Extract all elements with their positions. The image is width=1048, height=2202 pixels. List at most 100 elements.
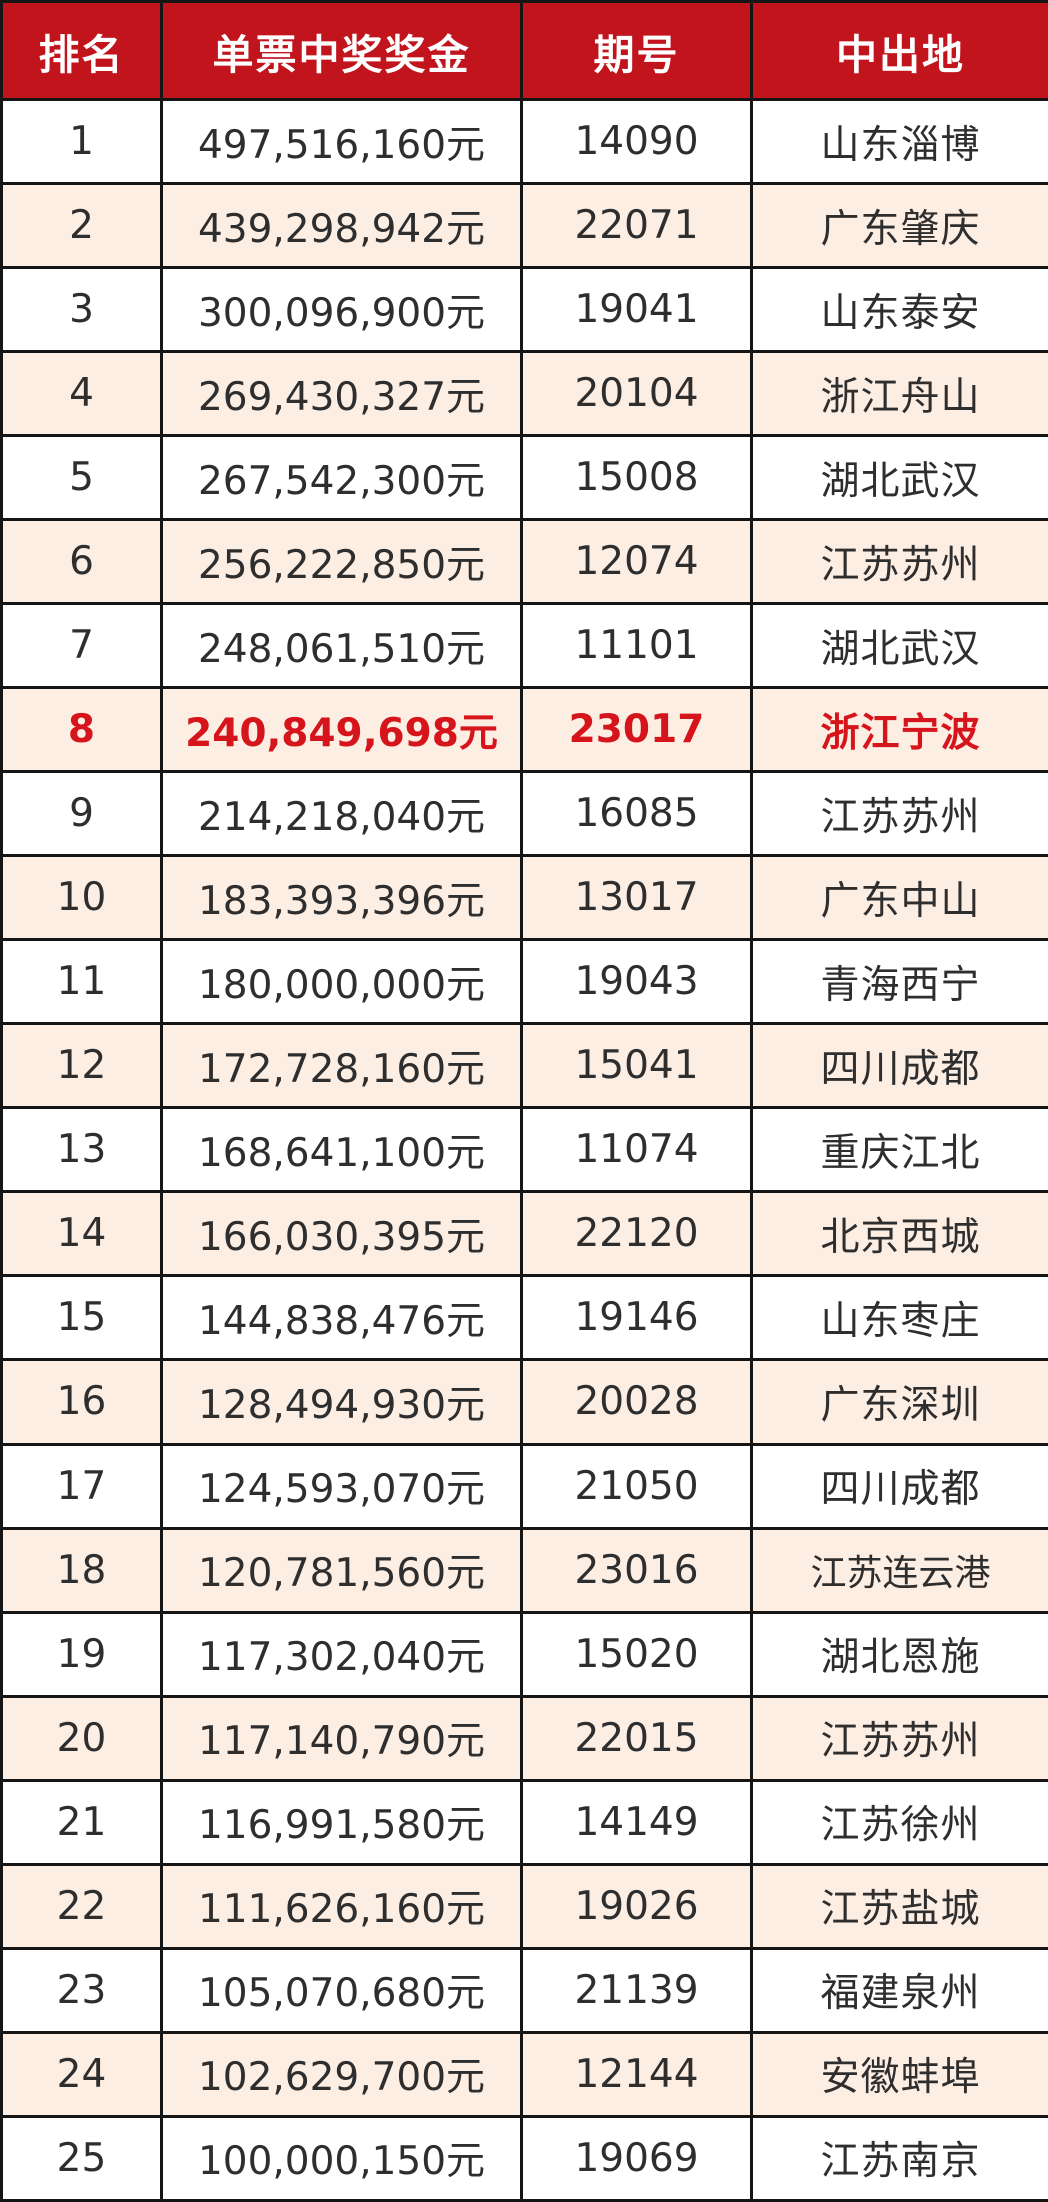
header-row: 排名 单票中奖奖金 期号 中出地 (0, 0, 1048, 101)
cell-prize: 214,218,040元 (160, 770, 523, 858)
cell-prize: 117,302,040元 (160, 1610, 523, 1698)
cell-prize: 105,070,680元 (160, 1946, 523, 2034)
table-row: 14 166,030,395元 22120 北京西城 (0, 1190, 1048, 1278)
cell-location: 江苏苏州 (750, 1694, 1048, 1782)
cell-rank: 19 (0, 1610, 163, 1698)
header-rank: 排名 (0, 0, 163, 101)
cell-prize: 180,000,000元 (160, 938, 523, 1026)
cell-issue: 12144 (520, 2030, 753, 2118)
table-row: 20 117,140,790元 22015 江苏苏州 (0, 1694, 1048, 1782)
cell-issue: 20104 (520, 350, 753, 438)
cell-rank: 3 (0, 266, 163, 354)
cell-rank: 25 (0, 2114, 163, 2202)
cell-issue: 11101 (520, 602, 753, 690)
cell-location: 安徽蚌埠 (750, 2030, 1048, 2118)
cell-rank: 20 (0, 1694, 163, 1782)
cell-location: 广东肇庆 (750, 182, 1048, 270)
cell-prize: 111,626,160元 (160, 1862, 523, 1950)
table-row: 12 172,728,160元 15041 四川成都 (0, 1022, 1048, 1110)
cell-issue: 23017 (520, 686, 753, 774)
cell-issue: 12074 (520, 518, 753, 606)
cell-prize: 240,849,698元 (160, 686, 523, 774)
cell-rank: 18 (0, 1526, 163, 1614)
cell-rank: 9 (0, 770, 163, 858)
cell-location: 山东枣庄 (750, 1274, 1048, 1362)
cell-prize: 144,838,476元 (160, 1274, 523, 1362)
cell-location: 四川成都 (750, 1022, 1048, 1110)
cell-rank: 6 (0, 518, 163, 606)
cell-location: 江苏苏州 (750, 770, 1048, 858)
table-header: 排名 单票中奖奖金 期号 中出地 (0, 0, 1048, 101)
cell-location: 山东淄博 (750, 97, 1048, 186)
table-row: 24 102,629,700元 12144 安徽蚌埠 (0, 2030, 1048, 2118)
cell-location: 浙江宁波 (750, 686, 1048, 774)
cell-rank: 17 (0, 1442, 163, 1530)
cell-rank: 1 (0, 97, 163, 186)
cell-prize: 269,430,327元 (160, 350, 523, 438)
cell-prize: 102,629,700元 (160, 2030, 523, 2118)
cell-issue: 20028 (520, 1358, 753, 1446)
cell-location: 北京西城 (750, 1190, 1048, 1278)
cell-issue: 15020 (520, 1610, 753, 1698)
cell-prize: 120,781,560元 (160, 1526, 523, 1614)
cell-prize: 256,222,850元 (160, 518, 523, 606)
cell-rank: 10 (0, 854, 163, 942)
table-row: 21 116,991,580元 14149 江苏徐州 (0, 1778, 1048, 1866)
header-issue: 期号 (520, 0, 753, 101)
cell-issue: 19043 (520, 938, 753, 1026)
cell-rank: 21 (0, 1778, 163, 1866)
table-row: 2 439,298,942元 22071 广东肇庆 (0, 182, 1048, 270)
cell-issue: 15041 (520, 1022, 753, 1110)
cell-prize: 100,000,150元 (160, 2114, 523, 2202)
cell-location: 山东泰安 (750, 266, 1048, 354)
table-row: 4 269,430,327元 20104 浙江舟山 (0, 350, 1048, 438)
cell-rank: 4 (0, 350, 163, 438)
cell-issue: 23016 (520, 1526, 753, 1614)
cell-prize: 116,991,580元 (160, 1778, 523, 1866)
table-row: 7 248,061,510元 11101 湖北武汉 (0, 602, 1048, 690)
cell-prize: 172,728,160元 (160, 1022, 523, 1110)
table-row: 16 128,494,930元 20028 广东深圳 (0, 1358, 1048, 1446)
table-row: 22 111,626,160元 19026 江苏盐城 (0, 1862, 1048, 1950)
cell-issue: 19041 (520, 266, 753, 354)
cell-location: 浙江舟山 (750, 350, 1048, 438)
cell-issue: 21139 (520, 1946, 753, 2034)
cell-prize: 497,516,160元 (160, 97, 523, 186)
cell-issue: 22071 (520, 182, 753, 270)
cell-rank: 13 (0, 1106, 163, 1194)
header-prize: 单票中奖奖金 (160, 0, 523, 101)
table-row: 17 124,593,070元 21050 四川成都 (0, 1442, 1048, 1530)
cell-location: 湖北武汉 (750, 434, 1048, 522)
cell-rank: 8 (0, 686, 163, 774)
table-row: 15 144,838,476元 19146 山东枣庄 (0, 1274, 1048, 1362)
cell-rank: 15 (0, 1274, 163, 1362)
cell-prize: 248,061,510元 (160, 602, 523, 690)
table-row: 3 300,096,900元 19041 山东泰安 (0, 266, 1048, 354)
cell-prize: 439,298,942元 (160, 182, 523, 270)
cell-issue: 22015 (520, 1694, 753, 1782)
cell-location: 湖北恩施 (750, 1610, 1048, 1698)
cell-prize: 267,542,300元 (160, 434, 523, 522)
cell-issue: 11074 (520, 1106, 753, 1194)
cell-prize: 166,030,395元 (160, 1190, 523, 1278)
table-row: 11 180,000,000元 19043 青海西宁 (0, 938, 1048, 1026)
cell-issue: 22120 (520, 1190, 753, 1278)
cell-prize: 183,393,396元 (160, 854, 523, 942)
cell-location: 广东中山 (750, 854, 1048, 942)
table-body: 1 497,516,160元 14090 山东淄博 2 439,298,942元 22071… (0, 97, 1048, 2202)
table-row: 19 117,302,040元 15020 湖北恩施 (0, 1610, 1048, 1698)
cell-issue: 14149 (520, 1778, 753, 1866)
cell-prize: 124,593,070元 (160, 1442, 523, 1530)
cell-rank: 14 (0, 1190, 163, 1278)
cell-location: 江苏苏州 (750, 518, 1048, 606)
cell-prize: 128,494,930元 (160, 1358, 523, 1446)
cell-rank: 7 (0, 602, 163, 690)
cell-issue: 21050 (520, 1442, 753, 1530)
cell-rank: 11 (0, 938, 163, 1026)
cell-issue: 15008 (520, 434, 753, 522)
cell-issue: 16085 (520, 770, 753, 858)
cell-location: 江苏连云港 (750, 1526, 1048, 1614)
table-row: 23 105,070,680元 21139 福建泉州 (0, 1946, 1048, 2034)
cell-issue: 19026 (520, 1862, 753, 1950)
